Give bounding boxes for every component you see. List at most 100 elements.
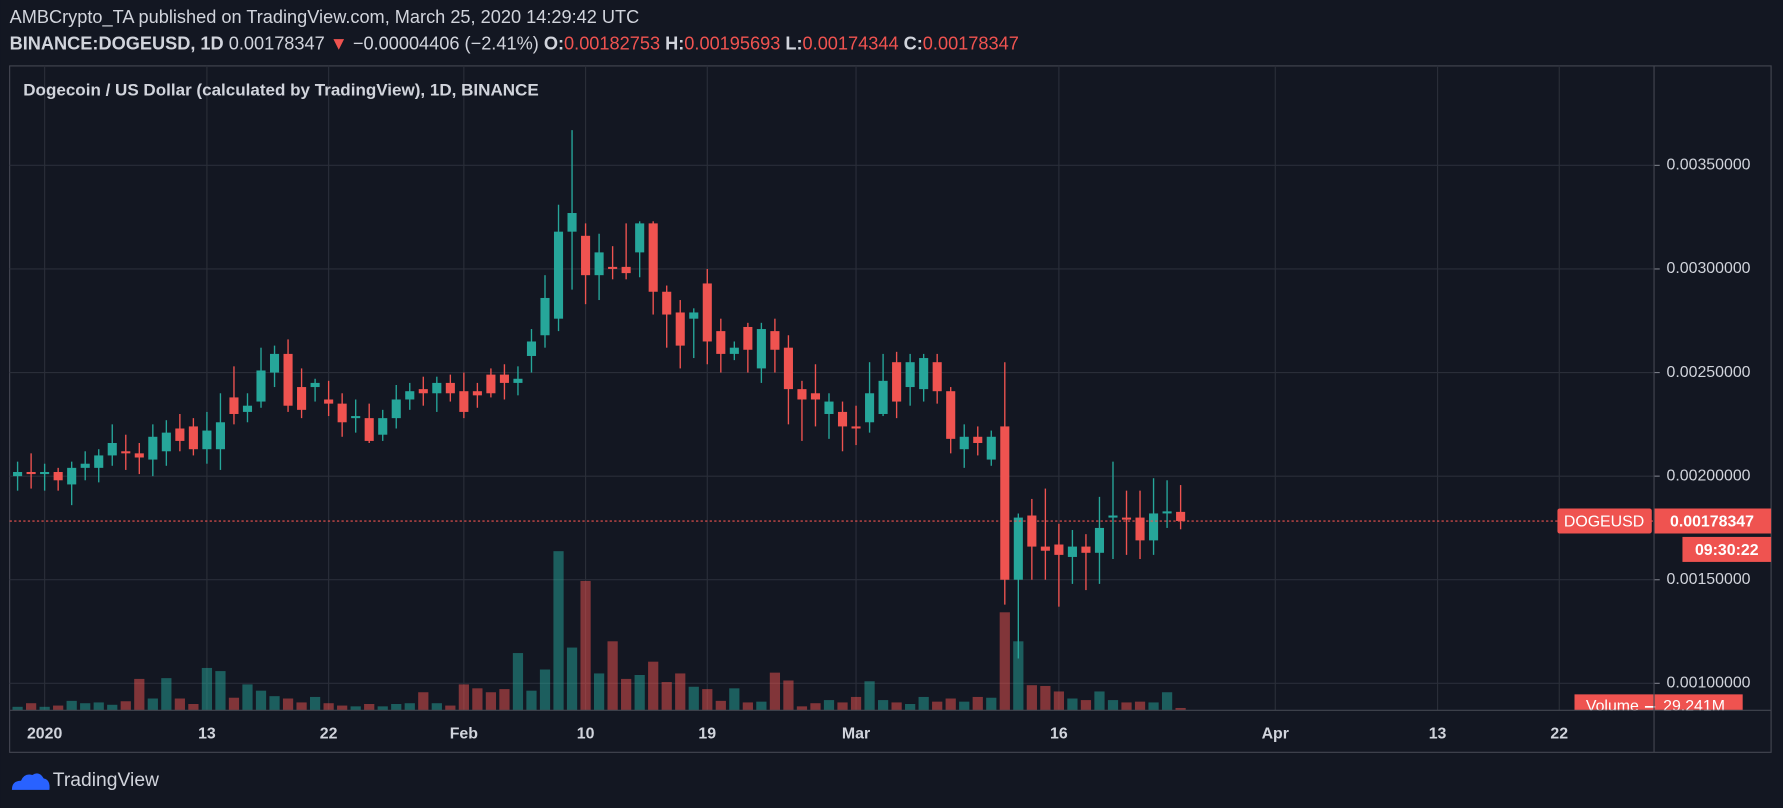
volume-bar [945,698,956,711]
y-tick-label: 0.00200000 [1667,467,1751,484]
brand: TradingView [53,770,159,791]
candle-body [1094,527,1105,553]
candle-body [242,405,253,412]
price-label: 0.00178347 [1670,513,1754,530]
candle-body [445,382,455,394]
candle-body [351,416,361,419]
volume-bar [688,686,699,711]
volume-bar [539,669,551,711]
volume-bar [566,647,578,711]
h-label: H: [665,33,684,53]
volume-bar [580,580,591,711]
candle-body [378,418,388,435]
candle-body [1121,517,1132,520]
volume-bar [675,673,686,711]
candle-body [283,353,293,406]
volume-bar [1013,641,1024,711]
volume-bar [634,674,645,711]
x-tick-label: 16 [1050,725,1068,742]
symbol: BINANCE:DOGEUSD, 1D [10,33,224,53]
volume-bar [255,690,267,711]
candle-body [459,391,469,412]
candle-body [540,297,550,336]
candle-body [783,347,793,390]
candle-body [919,358,929,390]
candle-body [905,362,915,388]
volume-bar [715,700,726,711]
l-label: L: [785,33,802,53]
volume-bar [783,680,794,711]
candle-body [499,374,509,383]
volume-bar [188,703,199,711]
x-tick-label: 2020 [27,725,63,742]
volume-bar [269,696,280,711]
volume-bar [107,704,118,711]
x-tick-label: 19 [698,725,716,742]
candle-body [973,436,983,443]
volume-bar [891,702,902,711]
volume-bar [648,661,659,711]
candle-body [878,380,888,414]
candle-body [107,442,117,456]
volume-bar [1175,707,1186,711]
volume-bar [120,701,131,711]
o-label: O: [544,33,564,53]
close-value: 0.00178347 [923,33,1019,53]
volume-bar [134,678,145,711]
volume-bar [337,705,348,711]
candle-body [1013,517,1023,580]
volume-bar [1121,702,1132,711]
candle-body [689,312,699,319]
volume-box [1574,694,1743,711]
volume-bar [729,688,740,711]
volume-bar [999,612,1010,711]
candle-body [1000,426,1010,580]
volume-bar [93,702,104,711]
volume-bar [282,698,294,711]
candle-body [1027,515,1037,547]
volume-bar [53,705,64,711]
candle-body [1149,513,1159,541]
candle-body [297,387,307,410]
chart-frame [9,65,1772,753]
volume-bar [228,697,240,711]
volume-bar [485,692,497,711]
candle-body [215,422,225,450]
high-value: 0.00195693 [684,33,780,53]
volume-bar [350,706,361,711]
volume-bar [1067,698,1078,711]
x-tick-label: 22 [320,725,338,742]
volume-bar [877,700,889,711]
volume-bar [1053,691,1065,711]
volume-bar [296,702,307,711]
volume-bar [201,667,213,711]
candle-body [959,436,969,450]
volume-bar [12,706,23,711]
symbol-box [1557,508,1652,534]
volume-bar [756,701,767,711]
candle-body [40,472,50,475]
candle-body [1135,517,1145,541]
volume-bar [918,696,929,711]
y-tick-label: 0.00100000 [1667,675,1751,692]
candle-body [716,331,726,354]
candle-body [865,393,875,423]
candle-body [594,252,604,276]
candle-body [134,453,144,458]
volume-bar [377,706,388,711]
x-tick-label: 10 [577,725,595,742]
logo-icon [11,773,50,790]
candle-body [188,426,198,450]
symbol-label: DOGEUSD [1564,513,1644,530]
volume-bar [431,703,442,711]
price-box [1654,508,1772,534]
y-tick-label: 0.00150000 [1667,571,1751,588]
volume-bar [1026,685,1037,711]
logo: TradingView [11,770,159,791]
x-tick-label: 22 [1550,725,1568,742]
volume-bar [309,696,321,711]
x-tick-label: 13 [198,725,216,742]
volume-bar [418,692,429,711]
volume-bar [986,697,997,711]
